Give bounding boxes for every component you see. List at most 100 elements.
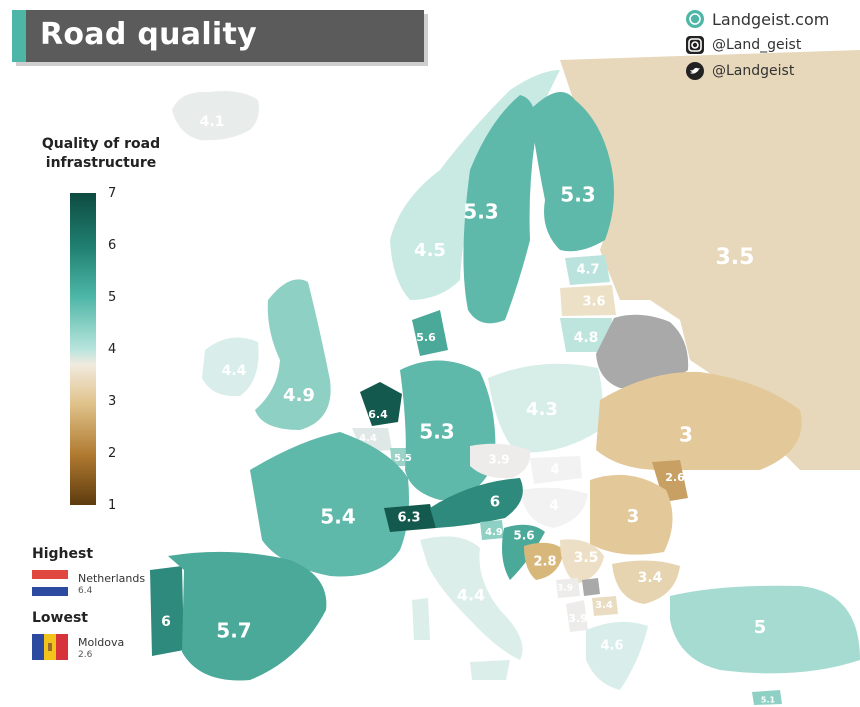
value-ireland: 4.4 bbox=[222, 363, 247, 379]
value-serbia: 3.5 bbox=[574, 550, 599, 566]
value-ukraine: 3 bbox=[679, 423, 693, 447]
region-netherlands bbox=[360, 382, 402, 426]
highest-value: 6.4 bbox=[78, 586, 93, 596]
branding: Landgeist.com @Land_geist @Landgeist bbox=[686, 8, 829, 86]
region-hungary bbox=[520, 487, 588, 528]
brand-twitter-row[interactable]: @Landgeist bbox=[686, 60, 829, 82]
value-bosnia: 2.8 bbox=[533, 555, 556, 570]
value-austria: 6 bbox=[490, 493, 500, 511]
legend-tick: 3 bbox=[108, 394, 117, 409]
lowest-country: Moldova bbox=[78, 636, 125, 649]
value-slovenia: 4.9 bbox=[485, 527, 503, 538]
region-poland bbox=[488, 363, 603, 453]
value-slovakia: 4 bbox=[550, 463, 559, 478]
region-austria bbox=[430, 478, 523, 528]
region-italy bbox=[420, 536, 523, 660]
brand-instagram[interactable]: @Land_geist bbox=[712, 37, 802, 53]
region-bulgaria bbox=[612, 560, 680, 604]
lowest-label: Lowest bbox=[32, 610, 88, 626]
value-hungary: 4 bbox=[549, 498, 559, 514]
region-switzerland bbox=[384, 504, 436, 532]
value-france: 5.4 bbox=[320, 505, 355, 529]
region-slovenia bbox=[480, 520, 504, 540]
region-ireland bbox=[202, 337, 259, 397]
region-denmark bbox=[412, 310, 448, 356]
region-iceland bbox=[172, 91, 259, 141]
legend-tick: 5 bbox=[108, 290, 117, 305]
value-moldova: 2.6 bbox=[665, 471, 685, 484]
legend-title-line1: Quality of road bbox=[41, 136, 161, 152]
value-romania: 3 bbox=[627, 506, 640, 527]
region-belarus bbox=[596, 314, 689, 389]
region-finland bbox=[530, 92, 614, 252]
region-sicily bbox=[470, 660, 510, 680]
value-croatia: 5.6 bbox=[513, 529, 534, 543]
value-poland: 4.3 bbox=[526, 399, 558, 420]
twitter-icon bbox=[686, 62, 704, 80]
region-russia bbox=[560, 50, 860, 470]
highest-caption: Netherlands 6.4 bbox=[78, 573, 145, 597]
value-cyprus: 5.1 bbox=[761, 696, 776, 705]
region-uk bbox=[255, 279, 331, 430]
region-kosovo bbox=[582, 578, 600, 596]
value-north-macedonia: 3.4 bbox=[595, 600, 613, 611]
brand-instagram-row[interactable]: @Land_geist bbox=[686, 34, 829, 56]
value-bulgaria: 3.4 bbox=[638, 570, 663, 586]
highest-country: Netherlands bbox=[78, 572, 146, 585]
region-latvia bbox=[560, 285, 616, 316]
value-uk: 4.9 bbox=[283, 385, 315, 406]
lowest-value: 2.6 bbox=[78, 650, 93, 660]
value-russia: 3.5 bbox=[716, 245, 755, 270]
legend-title-line2: infrastructure bbox=[45, 155, 157, 171]
region-portugal bbox=[150, 566, 184, 656]
moldova-flag bbox=[32, 634, 68, 660]
value-germany: 5.3 bbox=[419, 420, 454, 444]
region-serbia bbox=[560, 539, 604, 584]
value-portugal: 6 bbox=[161, 614, 171, 630]
value-turkey: 5 bbox=[754, 617, 767, 638]
value-iceland: 4.1 bbox=[200, 114, 225, 130]
region-bosnia bbox=[524, 542, 564, 580]
region-croatia bbox=[502, 524, 545, 580]
region-cyprus bbox=[752, 690, 782, 705]
page-title: Road quality bbox=[40, 17, 258, 52]
brand-website-row[interactable]: Landgeist.com bbox=[686, 8, 829, 30]
title-banner: Road quality bbox=[12, 10, 424, 62]
value-sweden: 5.3 bbox=[463, 200, 498, 224]
region-estonia bbox=[565, 255, 610, 285]
region-north-macedonia bbox=[592, 596, 618, 616]
value-albania: 3.9 bbox=[568, 612, 588, 625]
legend-tick: 6 bbox=[108, 238, 117, 253]
value-estonia: 4.7 bbox=[576, 263, 599, 278]
value-italy: 4.4 bbox=[457, 586, 485, 605]
region-czechia bbox=[470, 443, 531, 479]
legend-tick: 4 bbox=[108, 342, 117, 357]
value-latvia: 3.6 bbox=[582, 295, 605, 310]
legend-title: Quality of road infrastructure bbox=[26, 135, 176, 173]
value-spain: 5.7 bbox=[216, 619, 251, 643]
brand-twitter[interactable]: @Landgeist bbox=[712, 63, 795, 79]
legend-tick: 1 bbox=[108, 498, 117, 513]
value-luxembourg: 5.5 bbox=[394, 453, 412, 464]
region-sardinia bbox=[412, 598, 430, 640]
globe-icon bbox=[686, 10, 704, 28]
highest-label: Highest bbox=[32, 546, 94, 562]
value-belgium: 4.4 bbox=[359, 433, 377, 444]
value-greece: 4.6 bbox=[600, 639, 623, 654]
value-netherlands: 6.4 bbox=[368, 408, 388, 421]
region-albania bbox=[566, 600, 588, 632]
brand-website[interactable]: Landgeist.com bbox=[712, 9, 830, 29]
region-sweden bbox=[463, 95, 536, 324]
region-ukraine bbox=[596, 371, 802, 470]
instagram-icon bbox=[686, 36, 704, 54]
region-romania bbox=[590, 474, 673, 555]
value-denmark: 5.6 bbox=[416, 331, 436, 344]
legend-tick: 7 bbox=[108, 186, 117, 201]
value-finland: 5.3 bbox=[560, 183, 595, 207]
value-lithuania: 4.8 bbox=[574, 330, 599, 346]
value-norway: 4.5 bbox=[414, 240, 446, 261]
region-lithuania bbox=[560, 318, 612, 352]
value-switzerland: 6.3 bbox=[397, 511, 420, 526]
legend-color-scale bbox=[70, 193, 96, 505]
